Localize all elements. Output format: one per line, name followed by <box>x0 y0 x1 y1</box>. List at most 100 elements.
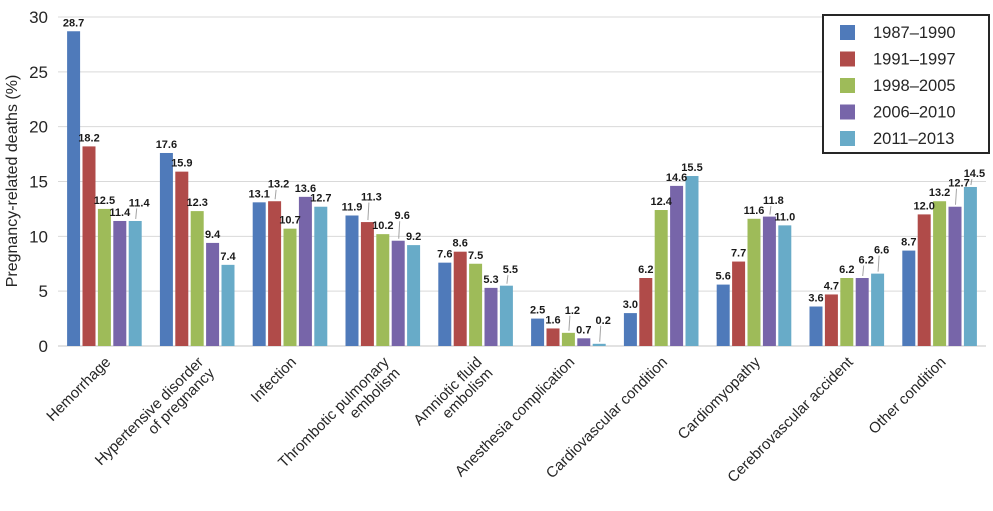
bar <box>716 284 730 346</box>
value-label: 28.7 <box>63 17 84 29</box>
legend-label: 2006–2010 <box>873 104 956 122</box>
value-label: 14.5 <box>964 168 985 180</box>
value-label: 5.3 <box>483 274 498 286</box>
value-label: 7.6 <box>437 249 452 261</box>
value-label: 12.0 <box>913 200 934 212</box>
leader-line <box>970 178 973 186</box>
value-label: 10.2 <box>372 220 393 232</box>
leader-line <box>769 206 772 215</box>
value-label: 11.0 <box>774 211 795 223</box>
bar <box>391 240 405 346</box>
bar <box>577 338 591 346</box>
value-label: 18.2 <box>78 132 99 144</box>
value-label: 8.7 <box>901 237 916 249</box>
legend-swatch <box>840 131 855 146</box>
bar <box>190 211 204 346</box>
bar <box>206 242 220 346</box>
legend-swatch <box>840 78 855 93</box>
legend-label: 2011–2013 <box>873 130 954 148</box>
bar <box>871 273 885 346</box>
y-tick-label: 5 <box>39 282 48 301</box>
bar <box>561 332 575 346</box>
category-label: Hemorrhage <box>43 354 114 425</box>
category-label: Hypertensive disorderof pregnancy <box>92 353 218 479</box>
y-tick-label: 15 <box>29 173 48 192</box>
value-label: 9.2 <box>406 231 421 243</box>
legend-label: 1991–1997 <box>873 51 956 69</box>
value-label: 10.7 <box>279 215 300 227</box>
bar <box>762 216 776 346</box>
leader-line <box>274 189 277 200</box>
value-label: 7.5 <box>468 250 483 262</box>
value-label: 3.6 <box>808 293 823 305</box>
bar <box>360 222 374 346</box>
value-label: 0.2 <box>596 315 611 327</box>
legend: 1987–1990 1991–1997 1998–2005 2006–2010 2011… <box>822 14 990 154</box>
y-tick-label: 10 <box>29 227 48 246</box>
bar <box>933 201 947 346</box>
category-label-line: Cardiomyopathy <box>675 353 765 443</box>
bar <box>809 306 823 346</box>
legend-swatch <box>840 25 855 40</box>
value-label: 5.5 <box>503 264 518 276</box>
value-label: 2.5 <box>530 305 545 317</box>
y-axis-tick-labels: 0 5 10 15 20 25 30 <box>29 8 48 356</box>
bar <box>546 328 560 346</box>
leader-line <box>398 221 401 239</box>
bar <box>840 278 854 346</box>
category-label-line: Hemorrhage <box>43 354 114 425</box>
category-label-line: Hypertensive disorder <box>92 354 207 469</box>
bar <box>407 245 421 346</box>
value-label: 11.9 <box>342 201 363 213</box>
value-label: 3.0 <box>623 299 638 311</box>
legend-swatch <box>840 51 855 67</box>
bar <box>453 251 467 346</box>
bar <box>917 214 931 346</box>
y-tick-label: 0 <box>39 337 48 356</box>
value-label: 0.7 <box>576 324 591 336</box>
value-label: 14.6 <box>666 172 687 184</box>
value-label: 12.4 <box>650 196 672 208</box>
bar <box>159 152 173 346</box>
bar <box>824 294 838 346</box>
y-tick-label: 20 <box>29 118 48 137</box>
value-label: 11.6 <box>744 205 765 217</box>
bar <box>175 171 189 346</box>
value-label: 6.2 <box>839 264 854 276</box>
value-label: 4.7 <box>824 280 839 292</box>
value-label: 17.6 <box>156 139 177 151</box>
leader-line <box>862 265 865 277</box>
value-label: 11.4 <box>129 197 151 209</box>
value-label: 9.4 <box>205 229 221 241</box>
bar <box>113 220 127 346</box>
value-label: 12.5 <box>94 195 115 207</box>
bar <box>345 215 359 346</box>
category-label: Other condition <box>865 354 949 438</box>
value-label: 1.2 <box>565 305 580 317</box>
value-label: 6.2 <box>859 255 874 267</box>
bar <box>855 278 869 346</box>
bar <box>685 176 699 346</box>
bar <box>298 196 312 346</box>
leader-line <box>506 275 509 284</box>
value-label: 7.4 <box>220 251 236 263</box>
value-label: 11.3 <box>361 192 382 204</box>
bar <box>654 210 668 346</box>
label-leader-lines <box>135 178 973 342</box>
category-label-line: Infection <box>248 354 300 406</box>
category-label: Cardiomyopathy <box>675 353 765 443</box>
value-label: 6.2 <box>638 264 653 276</box>
bar <box>902 250 916 346</box>
bar <box>67 31 81 347</box>
legend-label: 1998–2005 <box>873 77 956 95</box>
value-label: 5.6 <box>716 271 731 283</box>
bar <box>963 186 977 346</box>
bar <box>128 220 142 346</box>
bar <box>623 313 637 346</box>
value-label: 12.7 <box>948 178 969 190</box>
bar <box>283 228 297 346</box>
value-label: 13.6 <box>295 183 316 195</box>
bar <box>376 234 390 346</box>
